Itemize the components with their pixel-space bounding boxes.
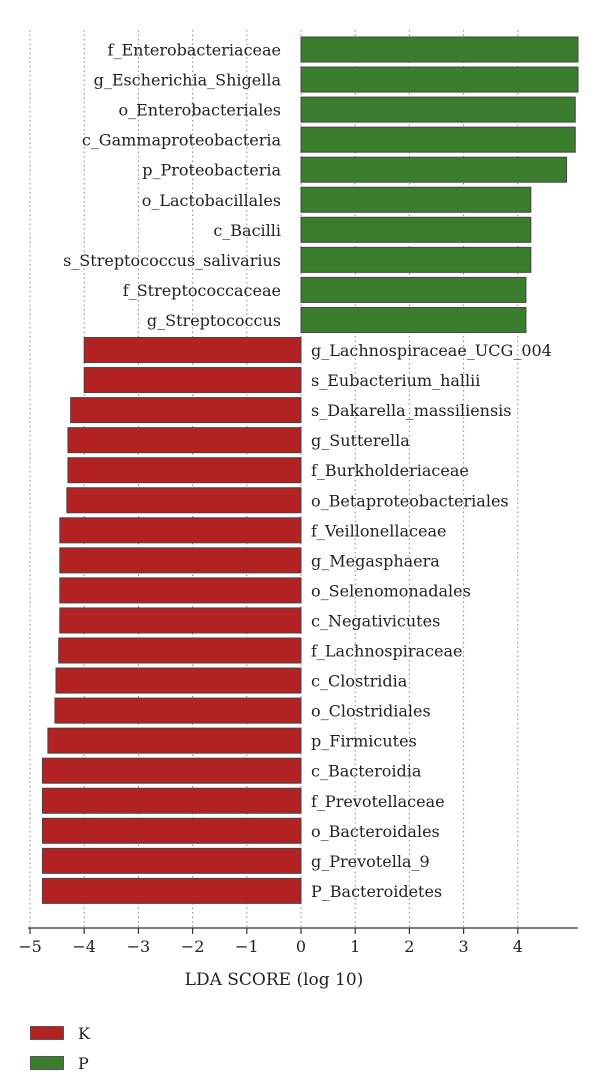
bar-label: p_Firmicutes xyxy=(311,732,417,751)
bar-label: s_Eubacterium_hallii xyxy=(311,371,480,390)
legend-item-p: P xyxy=(30,1048,90,1078)
bar-label: f_Streptococcaceae xyxy=(123,281,281,300)
bar xyxy=(300,246,532,273)
bar-label: g_Streptococcus xyxy=(147,311,281,330)
bar-label: g_Lachnospiraceae_UCG_004 xyxy=(311,341,552,360)
legend: K P xyxy=(30,1018,90,1078)
x-tick-label: −2 xyxy=(181,937,205,956)
legend-item-k: K xyxy=(30,1018,90,1048)
bar xyxy=(59,607,302,634)
bar-label: o_Enterobacteriales xyxy=(118,101,281,120)
bar xyxy=(41,757,302,784)
legend-swatch-k xyxy=(30,1026,64,1040)
bar xyxy=(41,877,302,904)
bar xyxy=(300,216,532,243)
bar-label: p_Proteobacteria xyxy=(142,161,281,180)
bar-label: g_Sutterella xyxy=(311,431,410,450)
x-tick-label: 0 xyxy=(296,937,306,956)
bar xyxy=(47,727,302,754)
bar xyxy=(67,457,302,484)
bar-label: o_Bacteroidales xyxy=(311,822,440,841)
bar xyxy=(67,427,302,454)
bar xyxy=(55,667,302,694)
legend-swatch-p xyxy=(30,1056,64,1070)
bar xyxy=(300,96,576,123)
bar xyxy=(41,817,302,844)
x-tick-label: 1 xyxy=(350,937,360,956)
bar-label: g_Escherichia_Shigella xyxy=(94,71,282,90)
legend-label-k: K xyxy=(78,1023,90,1043)
bar-label: f_Burkholderiaceae xyxy=(311,461,469,480)
bar-label: g_Prevotella_9 xyxy=(311,852,430,871)
bar xyxy=(54,697,302,724)
bar-labels: f_Enterobacteriaceae g_Escherichia_Shigel… xyxy=(63,41,552,901)
bar-label: o_Clostridiales xyxy=(311,702,431,721)
x-axis: −5 −4 −3 −2 −1 0 1 2 3 4 xyxy=(18,927,578,956)
bar-label: P_Bacteroidetes xyxy=(311,882,442,901)
x-tick-label: 4 xyxy=(513,937,523,956)
bar xyxy=(300,66,579,93)
x-tick-label: 2 xyxy=(404,937,414,956)
bar xyxy=(300,126,576,153)
bar-label: s_Dakarella_massiliensis xyxy=(311,401,512,420)
bar xyxy=(59,547,302,574)
lda-chart: f_Enterobacteriaceae g_Escherichia_Shigel… xyxy=(18,30,579,990)
bar-label: f_Prevotellaceae xyxy=(311,792,445,811)
x-tick-label: −4 xyxy=(72,937,96,956)
bar-label: o_Betaproteobacteriales xyxy=(311,491,509,510)
bar xyxy=(58,637,302,664)
x-tick-label: −1 xyxy=(235,937,259,956)
bar xyxy=(300,36,579,63)
bar-label: c_Negativicutes xyxy=(311,611,440,630)
bar-label: s_Streptococcus_salivarius xyxy=(63,251,281,270)
bar-label: f_Enterobacteriaceae xyxy=(108,41,281,60)
bar-label: c_Gammaproteobacteria xyxy=(82,131,282,150)
bar-label: c_Bacilli xyxy=(213,221,281,240)
bar-label: g_Megasphaera xyxy=(311,551,440,570)
legend-label-p: P xyxy=(78,1053,89,1073)
bar xyxy=(66,487,302,514)
bar xyxy=(300,306,527,333)
bar-label: o_Lactobacillales xyxy=(142,191,281,210)
bar xyxy=(59,577,302,604)
x-tick-label: −5 xyxy=(18,937,42,956)
bar xyxy=(41,787,302,814)
bar xyxy=(300,186,532,213)
bar xyxy=(59,517,302,544)
bars xyxy=(41,36,579,904)
bar-label: o_Selenomonadales xyxy=(311,581,471,600)
bar xyxy=(41,847,302,874)
bar xyxy=(83,337,302,363)
bar-label: f_Veillonellaceae xyxy=(311,521,446,540)
bar-label: f_Lachnospiraceae xyxy=(311,642,462,661)
bar-label: c_Clostridia xyxy=(311,672,408,691)
x-tick-label: 3 xyxy=(459,937,469,956)
bar-label: c_Bacteroidia xyxy=(311,762,422,781)
x-axis-title: LDA SCORE (log 10) xyxy=(185,970,364,990)
bar xyxy=(300,276,527,303)
bar xyxy=(83,367,302,394)
x-tick-label: −3 xyxy=(127,937,151,956)
bar xyxy=(300,156,568,183)
bar xyxy=(70,397,302,424)
